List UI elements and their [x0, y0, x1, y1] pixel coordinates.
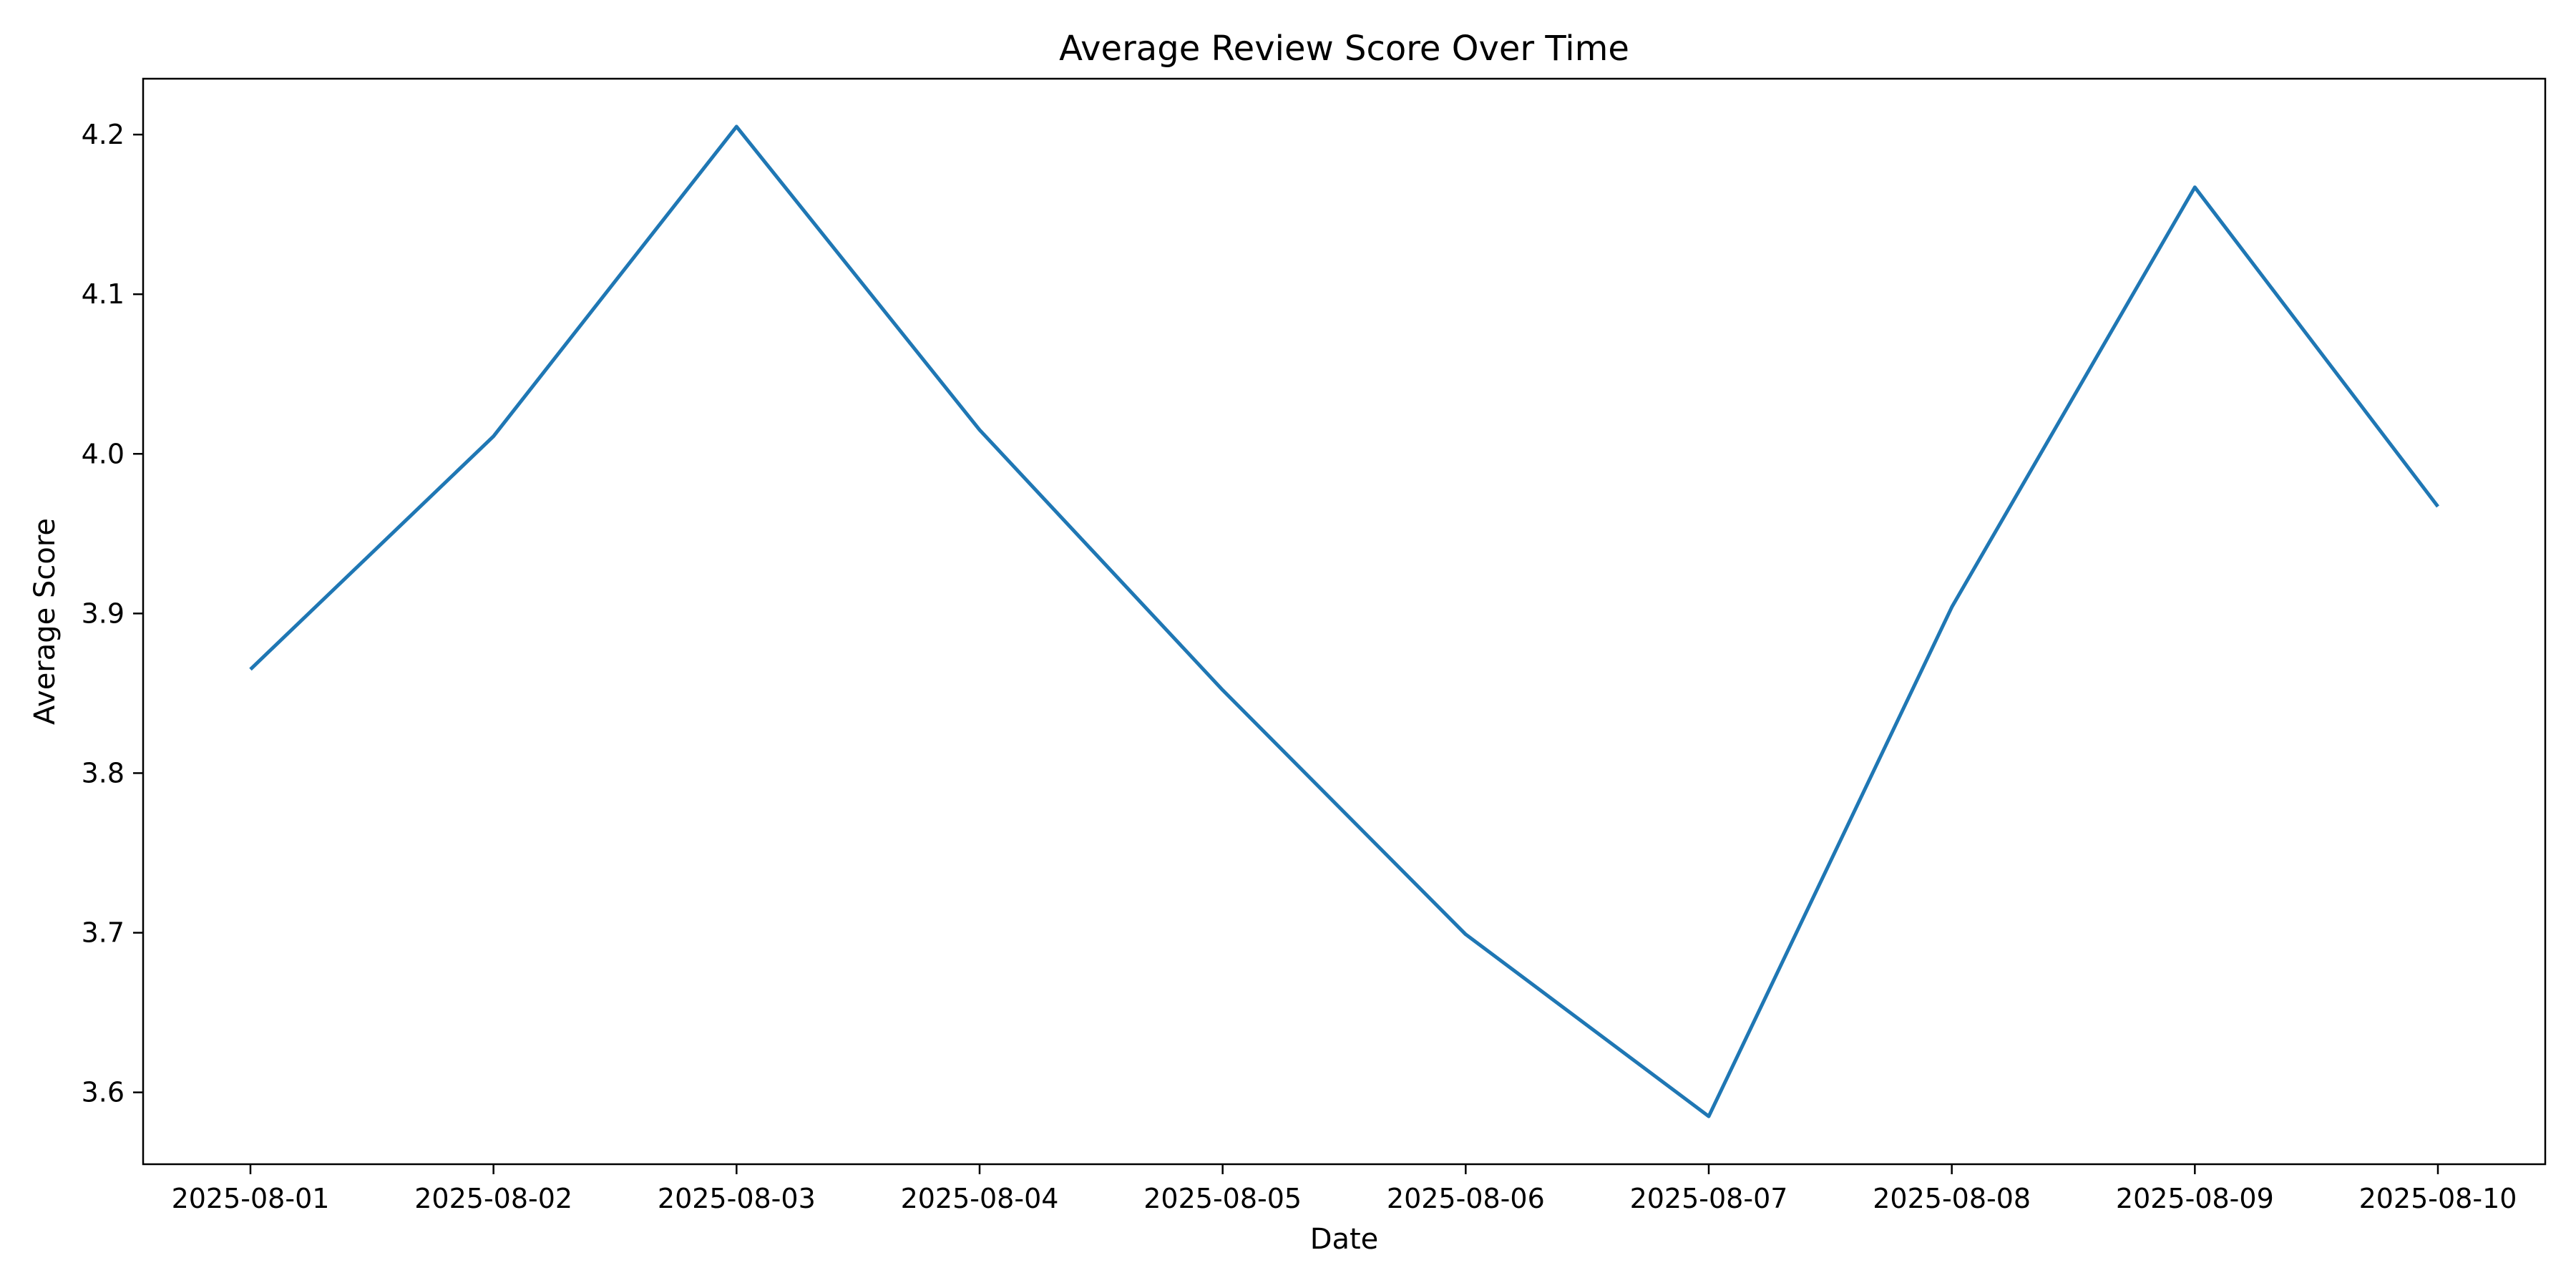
y-axis-label: Average Score — [29, 518, 62, 725]
chart-title: Average Review Score Over Time — [1059, 29, 1629, 69]
data-point — [2192, 185, 2197, 190]
x-tick-label: 2025-08-03 — [658, 1183, 816, 1214]
data-point — [1221, 688, 1225, 692]
y-tick-label: 4.2 — [82, 119, 125, 150]
y-tick-label: 3.6 — [82, 1077, 125, 1108]
x-tick-label: 2025-08-07 — [1630, 1183, 1788, 1214]
data-point — [977, 428, 982, 432]
x-tick-label: 2025-08-02 — [414, 1183, 572, 1214]
y-axis: 3.6 3.7 3.8 3.9 4.0 4.1 4.2 — [82, 119, 143, 1108]
x-tick-label: 2025-08-05 — [1143, 1183, 1302, 1214]
data-point — [2436, 504, 2440, 509]
data-point — [734, 125, 738, 129]
y-tick-label: 4.1 — [82, 278, 125, 310]
data-point — [1707, 1114, 1711, 1118]
y-tick-label: 4.0 — [82, 438, 125, 469]
y-tick-label: 3.8 — [82, 757, 125, 789]
data-point — [492, 434, 496, 439]
data-point — [248, 667, 253, 671]
series-line — [249, 125, 2439, 1118]
x-tick-label: 2025-08-01 — [172, 1183, 330, 1214]
x-tick-label: 2025-08-08 — [1873, 1183, 2031, 1214]
y-tick-label: 3.7 — [82, 917, 125, 949]
plot-area-frame — [142, 77, 2547, 1166]
x-tick-label: 2025-08-06 — [1387, 1183, 1545, 1214]
x-tick-label: 2025-08-10 — [2359, 1183, 2517, 1214]
x-axis-label: Date — [1310, 1223, 1379, 1256]
data-point — [1950, 605, 1954, 609]
y-tick-label: 3.9 — [82, 597, 125, 629]
x-axis: 2025-08-01 2025-08-02 2025-08-03 2025-08-04… — [172, 1164, 2517, 1214]
data-point — [1463, 932, 1468, 937]
x-tick-label: 2025-08-04 — [901, 1183, 1059, 1214]
x-tick-label: 2025-08-09 — [2116, 1183, 2274, 1214]
